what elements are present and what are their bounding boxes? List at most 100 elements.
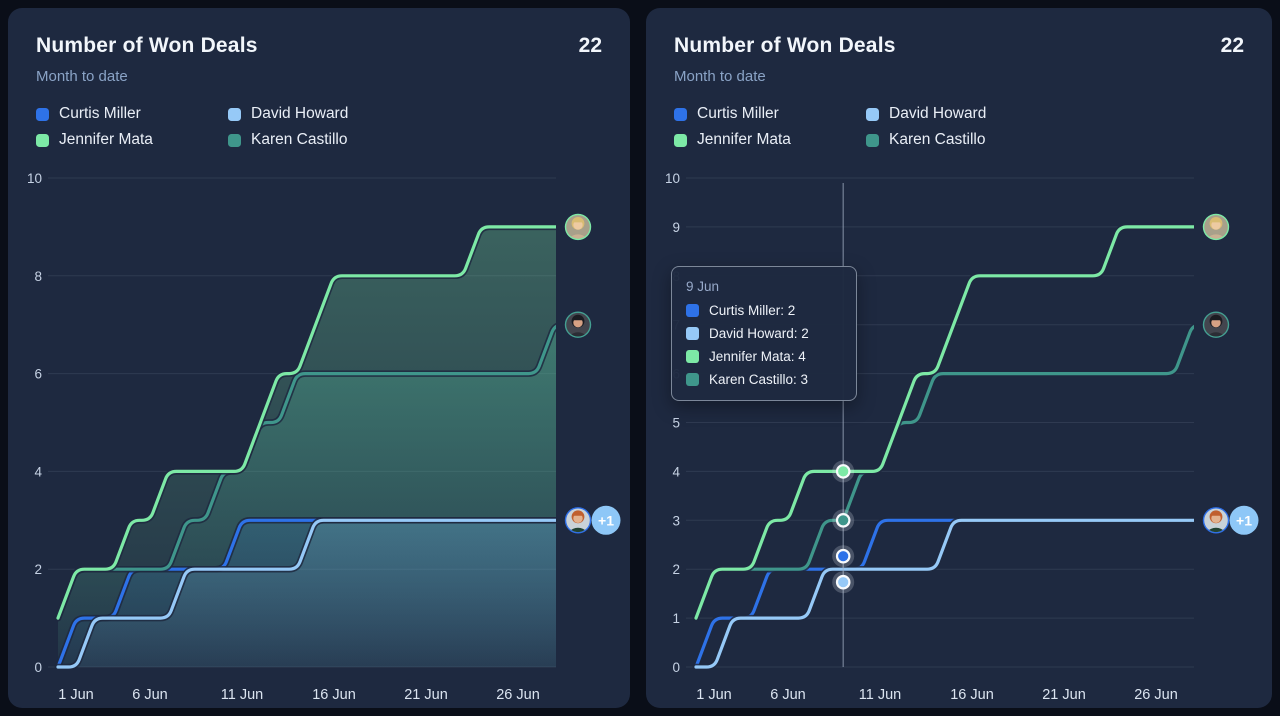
- card-total-value: 22: [1220, 34, 1244, 57]
- x-axis-label: 1 Jun: [696, 687, 731, 703]
- y-axis-label: 10: [27, 171, 42, 186]
- card-header: Number of Won Deals 22: [8, 8, 630, 58]
- legend-item-karen-castillo[interactable]: Karen Castillo: [866, 127, 1058, 153]
- crosshair-dot-jennifer-mata: [832, 460, 855, 483]
- legend-item-david-howard[interactable]: David Howard: [228, 101, 420, 127]
- tooltip-row-david-howard: David Howard: 2: [686, 326, 842, 341]
- tooltip-value-label: Jennifer Mata: 4: [709, 349, 806, 364]
- x-axis-label: 26 Jun: [496, 687, 540, 703]
- x-axis-label: 6 Jun: [132, 687, 167, 703]
- x-axis-labels: 1 Jun 6 Jun 11 Jun 16 Jun 21 Jun 26 Jun: [696, 687, 1178, 703]
- series-line-jennifer-mata[interactable]: [56, 225, 592, 620]
- avatar-photo: [1204, 312, 1228, 337]
- legend-label: Karen Castillo: [889, 131, 986, 148]
- overflow-badge[interactable]: +1: [591, 505, 621, 535]
- overflow-badge[interactable]: +1: [1229, 505, 1259, 535]
- series-area-jennifer-mata: [58, 226, 556, 667]
- tooltip-row-jennifer-mata: Jennifer Mata: 4: [686, 349, 842, 364]
- tooltip-swatch: [686, 373, 699, 386]
- legend-label: Curtis Miller: [59, 105, 141, 122]
- tooltip-swatch: [686, 304, 699, 317]
- series-line-david-howard[interactable]: [56, 518, 592, 669]
- series-line-curtis-miller[interactable]: [694, 518, 1230, 669]
- tooltip-swatch: [686, 350, 699, 363]
- x-axis-label: 11 Jun: [221, 687, 263, 703]
- tooltip-value-label: David Howard: 2: [709, 326, 809, 341]
- tooltip-row-curtis-miller: Curtis Miller: 2: [686, 303, 842, 318]
- y-axis-label: 4: [672, 464, 680, 479]
- plot-area: [692, 223, 1230, 669]
- chart-tooltip: 9 Jun Curtis Miller: 2 David Howard: 2 Jen…: [671, 266, 857, 401]
- crosshair-dot-david-howard: [832, 571, 855, 594]
- card-title: Number of Won Deals: [36, 34, 258, 57]
- card-title: Number of Won Deals: [674, 34, 896, 57]
- x-axis-label: 6 Jun: [770, 687, 805, 703]
- tooltip-row-karen-castillo: Karen Castillo: 3: [686, 372, 842, 387]
- y-axis-label: 2: [34, 562, 42, 577]
- crosshair-dot-curtis-miller: [832, 545, 855, 568]
- y-axis-label: 4: [34, 464, 42, 479]
- legend-item-jennifer-mata[interactable]: Jennifer Mata: [674, 127, 866, 153]
- legend-swatch: [674, 107, 687, 121]
- legend-item-karen-castillo[interactable]: Karen Castillo: [228, 127, 420, 153]
- svg-text:+1: +1: [1236, 512, 1252, 528]
- legend-label: Karen Castillo: [251, 131, 348, 148]
- legend-swatch: [36, 133, 49, 147]
- x-axis-label: 21 Jun: [404, 687, 448, 703]
- y-axis-label: 0: [34, 660, 42, 675]
- legend-item-david-howard[interactable]: David Howard: [866, 101, 1058, 127]
- card-subtitle: Month to date: [674, 68, 766, 85]
- crosshair-dot-karen-castillo: [832, 509, 855, 532]
- x-axis-label: 16 Jun: [312, 687, 356, 703]
- legend-swatch: [866, 107, 879, 121]
- y-axis-label: 9: [672, 220, 680, 235]
- plot-area: [54, 223, 592, 669]
- legend-swatch: [674, 133, 687, 147]
- card-total-value: 22: [578, 34, 602, 57]
- chart-legend: Curtis Miller David Howard Jennifer Mata Ka…: [646, 85, 1272, 153]
- legend-item-jennifer-mata[interactable]: Jennifer Mata: [36, 127, 228, 153]
- x-axis-label: 21 Jun: [1042, 687, 1086, 703]
- y-axis-label: 1: [672, 611, 680, 626]
- x-axis-labels: 1 Jun 6 Jun 11 Jun 16 Jun 21 Jun 26 Jun: [58, 687, 540, 703]
- tooltip-value-label: Karen Castillo: 3: [709, 372, 809, 387]
- y-axis-label: 6: [34, 367, 42, 382]
- won-deals-area-chart[interactable]: 0 2 4 6 8 10 1 Jun 6 Jun 11 Jun 16 Jun 21 Jun 26 Ju…: [8, 8, 630, 708]
- avatar-curtis-miller[interactable]: +1: [563, 505, 621, 535]
- legend-label: David Howard: [889, 105, 987, 122]
- legend-item-curtis-miller[interactable]: Curtis Miller: [674, 101, 866, 127]
- avatar-karen-castillo[interactable]: [1201, 310, 1231, 340]
- won-deals-area-card: Number of Won Deals 22 Month to date Cur…: [8, 8, 630, 708]
- chart-legend: Curtis Miller David Howard Jennifer Mata Ka…: [8, 85, 630, 153]
- x-axis-label: 1 Jun: [58, 687, 93, 703]
- legend-item-curtis-miller[interactable]: Curtis Miller: [36, 101, 228, 127]
- tooltip-value-label: Curtis Miller: 2: [709, 303, 796, 318]
- legend-swatch: [866, 133, 879, 147]
- y-axis-label: 10: [665, 171, 680, 186]
- avatar-curtis-miller[interactable]: +1: [1201, 505, 1259, 535]
- legend-label: Jennifer Mata: [59, 131, 153, 148]
- svg-text:+1: +1: [598, 512, 614, 528]
- y-axis-label: 8: [34, 269, 42, 284]
- x-axis-label: 16 Jun: [950, 687, 994, 703]
- legend-label: Jennifer Mata: [697, 131, 791, 148]
- series-line-david-howard[interactable]: [694, 518, 1230, 669]
- card-subtitle: Month to date: [36, 68, 128, 85]
- tooltip-date: 9 Jun: [686, 279, 720, 294]
- legend-swatch: [228, 107, 241, 121]
- won-deals-line-card: Number of Won Deals 22 Month to date Cur…: [646, 8, 1272, 708]
- legend-swatch: [228, 133, 241, 147]
- y-axis-label: 2: [672, 562, 680, 577]
- tooltip-swatch: [686, 327, 699, 340]
- avatar-karen-castillo[interactable]: [563, 310, 593, 340]
- card-header: Number of Won Deals 22: [646, 8, 1272, 58]
- avatar-photo: [1204, 508, 1228, 533]
- y-axis-label: 0: [672, 660, 680, 675]
- legend-label: Curtis Miller: [697, 105, 779, 122]
- legend-swatch: [36, 107, 49, 121]
- series-line-jennifer-mata[interactable]: [694, 225, 1230, 620]
- y-axis-label: 5: [672, 416, 680, 431]
- avatar-jennifer-mata[interactable]: [563, 212, 593, 242]
- avatar-jennifer-mata[interactable]: [1201, 212, 1231, 242]
